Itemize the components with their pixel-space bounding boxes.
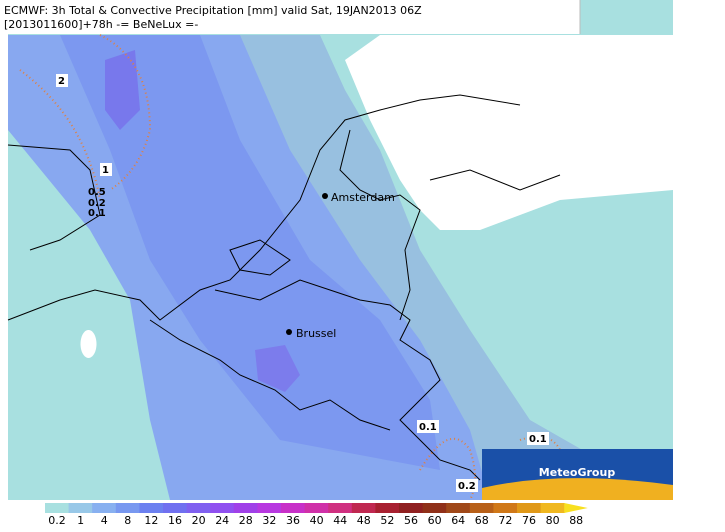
colorbar-segment [45,503,70,513]
colorbar-segment [233,503,258,513]
precip-core [105,50,140,130]
colorbar-label: 36 [286,514,300,527]
header-line: [2013011600]+78h -= BeNeLux =- [4,18,198,31]
contour-label: 1 [102,165,109,176]
colorbar-segment [186,503,211,513]
colorbar-label: 32 [262,514,276,527]
island [80,330,97,358]
precip-core [255,345,300,392]
colorbar-label: 80 [546,514,560,527]
colorbar-segment [257,503,282,513]
label-box [456,479,478,492]
header-box [0,0,580,34]
city-label: Brussel [296,327,336,340]
colorbar-label: 28 [239,514,253,527]
colorbar-label: 88 [569,514,583,527]
colorbar-label: 40 [310,514,324,527]
colorbar-segment [92,503,117,513]
city-dot [286,329,292,335]
colorbar-label: 60 [428,514,442,527]
contour-label: 0.1 [88,208,106,219]
colorbar-segment [493,503,518,513]
contour-label: 0.5 [88,187,106,198]
dry-land [345,35,673,230]
contour-label: 0.2 [458,481,476,492]
colorbar-label: 12 [144,514,158,527]
colorbar-segment [351,503,376,513]
city-label: Amsterdam [331,191,395,204]
label-box [100,163,112,176]
colorbar-label: 8 [124,514,131,527]
colorbar-label: 48 [357,514,371,527]
colorbar-label: 24 [215,514,229,527]
precip-band [60,35,440,470]
colorbar-label: 52 [380,514,394,527]
colorbar-label: 44 [333,514,347,527]
header-line: ECMWF: 3h Total & Convective Precipitati… [4,4,422,17]
colorbar-segment [540,503,565,513]
colorbar-segment [375,503,400,513]
colorbar-segment [422,503,447,513]
colorbar-segment [115,503,140,513]
colorbar: 0.2 1 4 8 12 16 20 24 28 32 36 40 44 48 52 56 60 64 68 72 76… [45,503,588,527]
logo-text: MeteoGroup [539,466,616,479]
colorbar-label: 4 [101,514,108,527]
colorbar-arrow [564,503,588,513]
colorbar-label: 16 [168,514,182,527]
contour-label: 0.1 [529,434,547,445]
colorbar-label: 56 [404,514,418,527]
contours [19,34,561,501]
colorbar-segment [68,503,93,513]
label-box [417,420,439,433]
colorbar-segment [163,503,188,513]
colorbar-label: 1 [77,514,84,527]
colorbar-segment [399,503,424,513]
colorbar-label: 72 [498,514,512,527]
contour-labels: 2 1 0.5 0.2 0.1 0.1 0.1 0.2 [56,74,549,492]
colorbar-segment [469,503,494,513]
colorbar-label: 76 [522,514,536,527]
label-box [56,74,68,87]
colorbar-segment [446,503,471,513]
colorbar-segment [517,503,542,513]
colorbar-label: 20 [192,514,206,527]
colorbar-segment [210,503,235,513]
colorbar-segment [304,503,329,513]
contour-label: 2 [58,76,65,87]
colorbar-label: 64 [451,514,465,527]
contour-label: 0.2 [88,198,106,209]
colorbar-segment [281,503,306,513]
colorbar-label: 0.2 [48,514,66,527]
coastlines [7,94,561,481]
colorbar-segment [139,503,164,513]
city-dot [322,193,328,199]
colorbar-segment [328,503,353,513]
contour-label: 0.1 [419,422,437,433]
logo-swoosh [482,478,673,500]
label-box [527,432,549,445]
colorbar-label: 68 [475,514,489,527]
